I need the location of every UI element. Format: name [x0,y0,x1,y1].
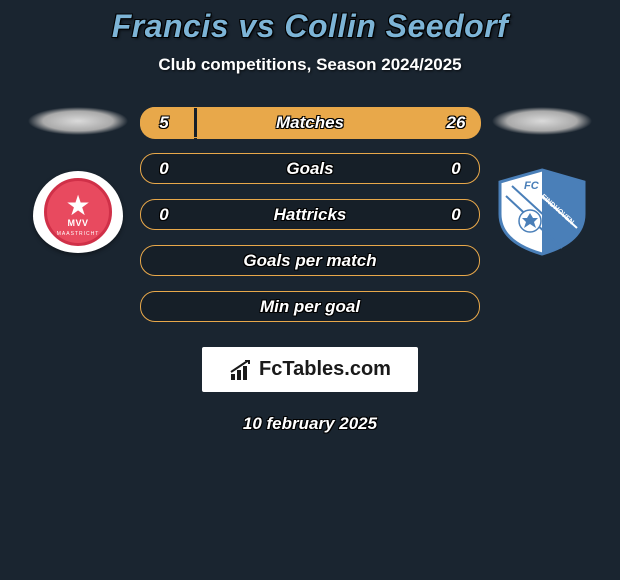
subtitle: Club competitions, Season 2024/2025 [0,55,620,75]
stat-value-right: 26 [433,113,479,133]
club-badge-left: ★ MVV MAASTRICHT [28,167,128,257]
player-right-photo [492,107,592,135]
credit-text: FcTables.com [259,358,391,381]
stat-value-right: 0 [433,159,479,179]
stat-label: Goals per match [187,251,433,271]
stat-value-left: 5 [141,113,187,133]
stat-value-right: 0 [433,205,479,225]
stats-column: 5Matches260Goals00Hattricks0Goals per ma… [140,107,480,322]
page-title: Francis vs Collin Seedorf [0,8,620,45]
player-right-column: FC EINDHOVEN [492,107,592,257]
stat-row: 5Matches26 [140,107,480,138]
chart-icon [229,360,253,380]
stat-row: 0Goals0 [140,153,480,184]
stat-label: Matches [187,113,433,133]
star-icon: ★ [65,192,90,220]
date-text: 10 february 2025 [0,414,620,434]
player-left-column: ★ MVV MAASTRICHT [28,107,128,257]
stat-label: Hattricks [187,205,433,225]
stat-label: Goals [187,159,433,179]
stat-value-left: 0 [141,205,187,225]
club-badge-right: FC EINDHOVEN [492,167,592,257]
stat-row: Goals per match [140,245,480,276]
player-left-photo [28,107,128,135]
svg-text:FC: FC [524,180,540,192]
stat-label: Min per goal [187,297,433,317]
club-left-code: MVV [67,218,88,228]
credit-banner: FcTables.com [202,347,418,392]
stat-value-left: 0 [141,159,187,179]
stat-row: 0Hattricks0 [140,199,480,230]
club-left-city: MAASTRICHT [57,231,100,237]
stat-row: Min per goal [140,291,480,322]
